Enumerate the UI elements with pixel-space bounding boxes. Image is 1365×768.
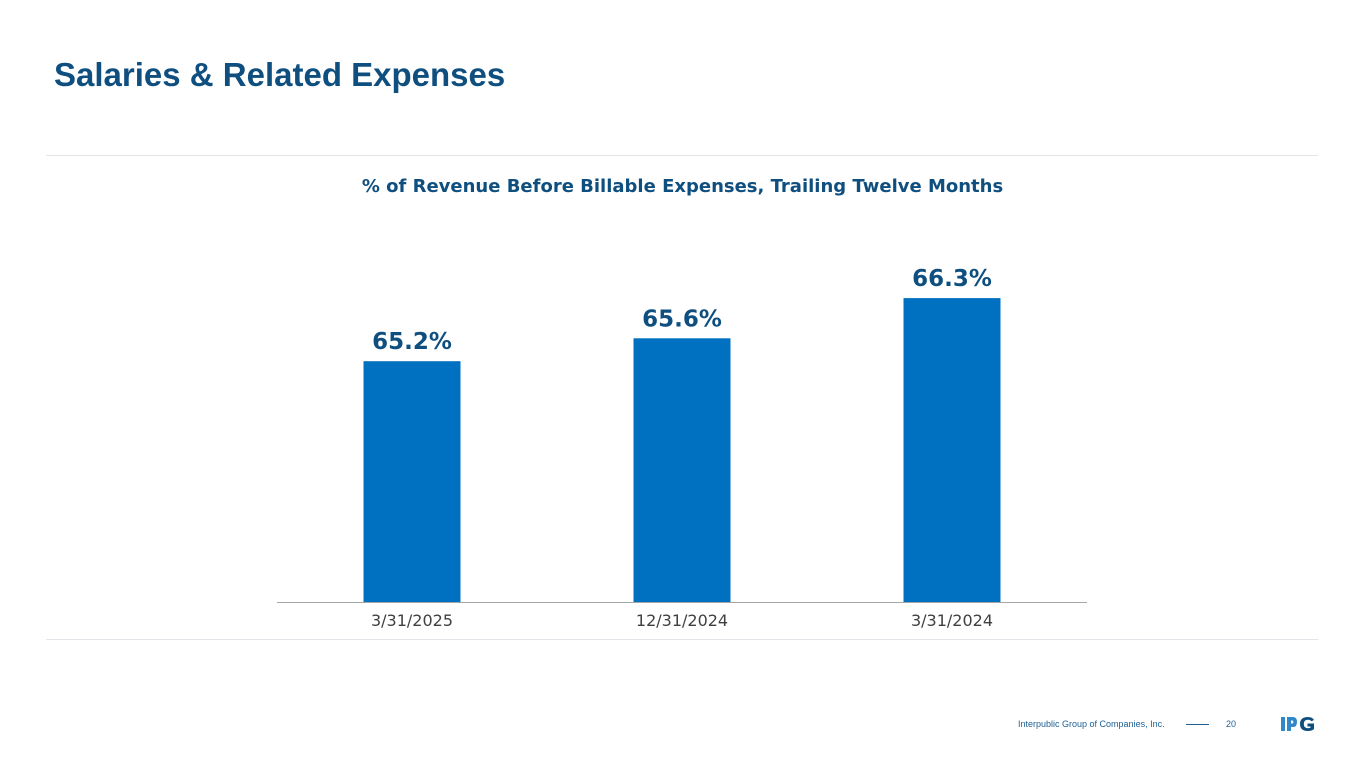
x-tick-label-0: 3/31/2025: [371, 611, 453, 630]
data-label-1: 65.6%: [642, 306, 722, 332]
bar-1: [633, 338, 731, 602]
footer-company-name: Interpublic Group of Companies, Inc.: [1018, 719, 1165, 729]
bar-0: [363, 361, 461, 602]
bar-2: [903, 298, 1001, 602]
page-number: 20: [1226, 719, 1237, 729]
x-tick-label-1: 12/31/2024: [636, 611, 728, 630]
page-title: Salaries & Related Expenses: [54, 56, 506, 93]
x-tick-label-2: 3/31/2024: [911, 611, 993, 630]
chart-title: % of Revenue Before Billable Expenses, T…: [361, 176, 1004, 197]
ipg-logo: [1281, 717, 1314, 731]
data-label-2: 66.3%: [912, 266, 992, 292]
data-label-0: 65.2%: [372, 329, 452, 355]
bottom-divider: [46, 639, 1318, 640]
top-divider: [46, 155, 1318, 156]
footer-separator: [1186, 724, 1209, 725]
